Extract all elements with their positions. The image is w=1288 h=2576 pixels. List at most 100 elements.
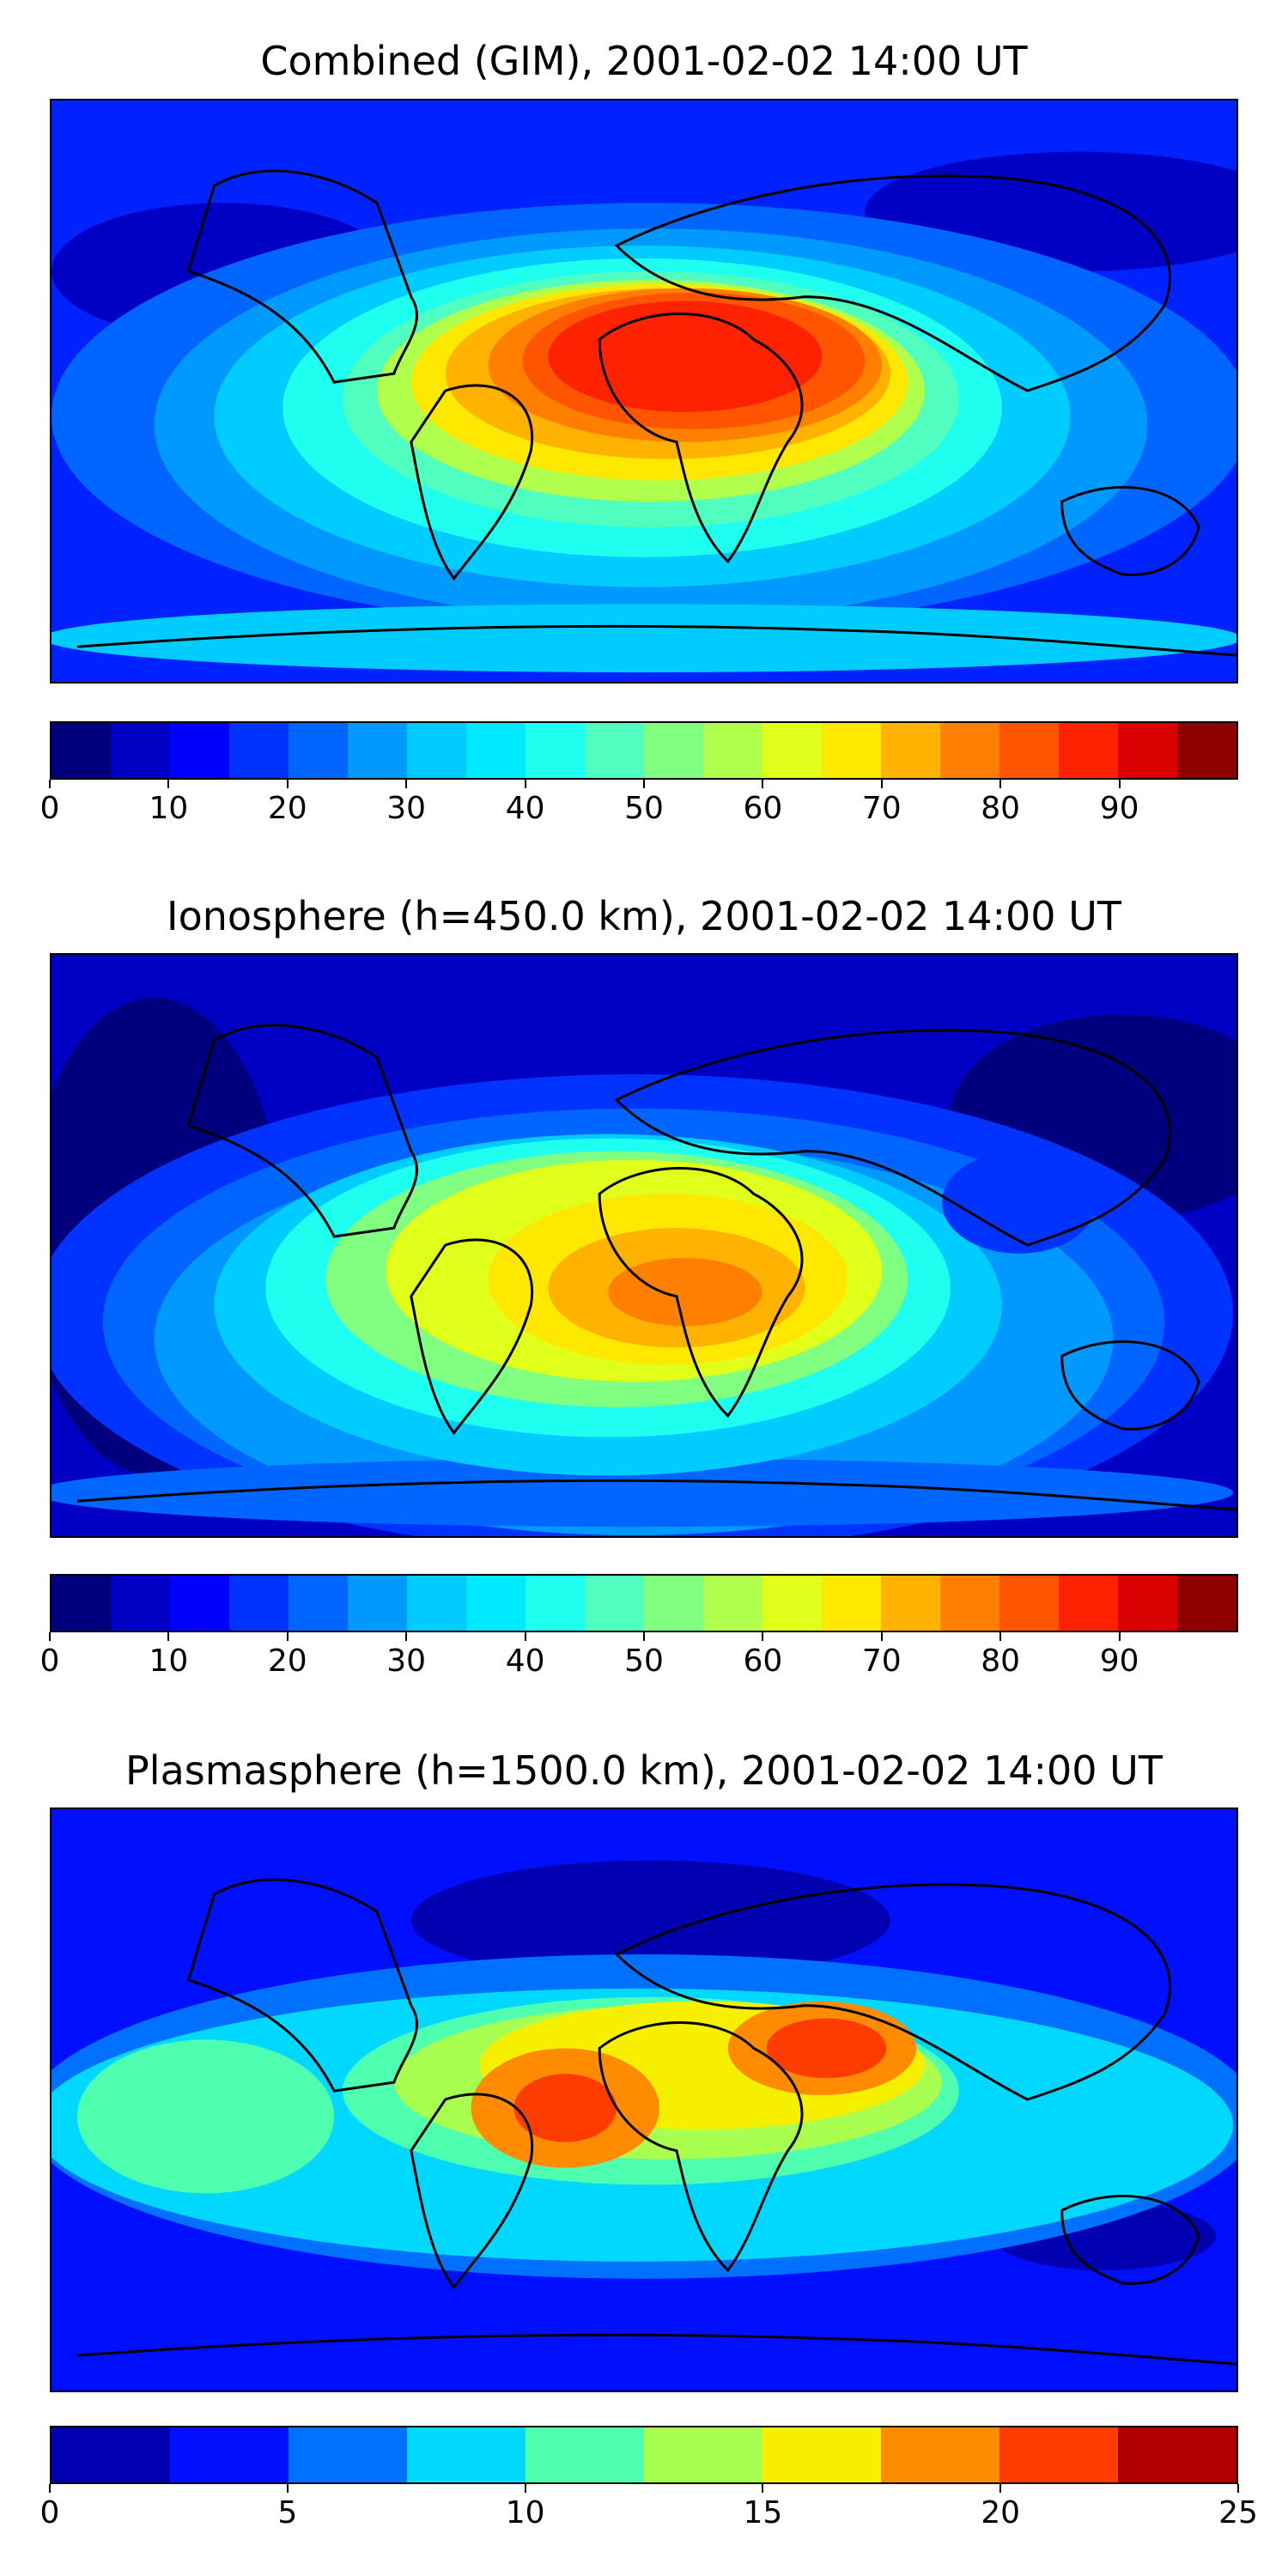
colorbar-tick-mark bbox=[762, 780, 764, 788]
colorbar-tick-mark bbox=[880, 780, 883, 788]
colorbar-tick-label: 30 bbox=[386, 1643, 427, 1679]
colorbar-swatch bbox=[644, 1576, 703, 1631]
panel-3-colorbar bbox=[50, 2426, 1238, 2484]
colorbar-tick-label: 0 bbox=[39, 2495, 60, 2530]
colorbar-swatch bbox=[348, 1576, 407, 1631]
colorbar-tick-mark bbox=[286, 1632, 289, 1641]
colorbar-tick-mark bbox=[999, 1632, 1002, 1641]
colorbar-tick-label: 0 bbox=[39, 791, 60, 826]
colorbar-swatch bbox=[111, 1576, 170, 1631]
colorbar-swatch bbox=[644, 723, 703, 778]
colorbar-swatch bbox=[881, 723, 940, 778]
panel-2-colorbar-ticks: 0 10 20 30 40 50 60 70 80 90 bbox=[40, 1632, 1238, 1684]
colorbar-tick-mark bbox=[762, 1632, 764, 1641]
colorbar-tick-label: 40 bbox=[505, 1643, 545, 1679]
colorbar-tick-mark bbox=[405, 1632, 408, 1641]
colorbar-swatch bbox=[1118, 2427, 1236, 2482]
colorbar-swatch bbox=[407, 2427, 526, 2482]
colorbar-swatch bbox=[229, 1576, 289, 1631]
panel-1-title: Combined (GIM), 2001-02-02 14:00 UT bbox=[260, 38, 1028, 84]
panel-3-title: Plasmasphere (h=1500.0 km), 2001-02-02 1… bbox=[125, 1747, 1163, 1794]
colorbar-swatch bbox=[407, 1576, 466, 1631]
colorbar-tick-label: 10 bbox=[149, 1643, 189, 1679]
colorbar-tick-mark bbox=[167, 780, 170, 788]
colorbar-tick-mark bbox=[762, 2484, 764, 2493]
colorbar-swatch bbox=[762, 723, 822, 778]
colorbar-tick-mark bbox=[524, 2484, 526, 2493]
colorbar-swatch bbox=[289, 723, 348, 778]
colorbar-swatch bbox=[940, 1576, 999, 1631]
colorbar-swatch bbox=[289, 2427, 407, 2482]
colorbar-swatch bbox=[1059, 1576, 1118, 1631]
colorbar-tick-label: 60 bbox=[743, 1643, 783, 1679]
colorbar-swatch bbox=[999, 1576, 1059, 1631]
colorbar-tick-label: 90 bbox=[1099, 1643, 1139, 1679]
colorbar-swatch bbox=[52, 723, 111, 778]
colorbar-swatch bbox=[52, 2427, 170, 2482]
colorbar-swatch bbox=[644, 2427, 762, 2482]
colorbar-tick-label: 10 bbox=[505, 2495, 545, 2530]
colorbar-swatch bbox=[940, 723, 999, 778]
panel-3-colorbar-ticks: 0 5 10 15 20 25 bbox=[40, 2484, 1258, 2536]
colorbar-tick-mark bbox=[524, 780, 526, 788]
colorbar-tick-mark bbox=[1118, 780, 1121, 788]
colorbar-tick-label: 25 bbox=[1218, 2495, 1258, 2530]
colorbar-tick-mark bbox=[1118, 1632, 1121, 1641]
panel-2-colorbar bbox=[50, 1574, 1238, 1632]
colorbar-swatch bbox=[762, 1576, 822, 1631]
panel-1-colorbar bbox=[50, 721, 1238, 780]
colorbar-swatch bbox=[289, 1576, 348, 1631]
colorbar-swatch bbox=[52, 1576, 111, 1631]
colorbar-swatch bbox=[466, 723, 526, 778]
colorbar-swatch bbox=[170, 1576, 229, 1631]
colorbar-tick-label: 30 bbox=[386, 791, 427, 826]
colorbar-swatch bbox=[1118, 723, 1177, 778]
panel-1-colorbar-ticks: 0 10 20 30 40 50 60 70 80 90 bbox=[40, 780, 1238, 831]
colorbar-tick-label: 70 bbox=[861, 791, 902, 826]
colorbar-tick-label: 80 bbox=[981, 1643, 1021, 1679]
colorbar-tick-label: 10 bbox=[149, 791, 189, 826]
colorbar-tick-mark bbox=[405, 780, 408, 788]
colorbar-tick-label: 80 bbox=[981, 791, 1021, 826]
colorbar-swatch bbox=[526, 1576, 585, 1631]
colorbar-tick-mark bbox=[1237, 2484, 1239, 2493]
colorbar-swatch bbox=[999, 2427, 1118, 2482]
colorbar-swatch bbox=[585, 1576, 644, 1631]
colorbar-swatch bbox=[822, 1576, 881, 1631]
colorbar-swatch bbox=[762, 2427, 881, 2482]
colorbar-tick-label: 50 bbox=[624, 791, 664, 826]
panel-1-map bbox=[50, 99, 1238, 683]
colorbar-tick-mark bbox=[999, 2484, 1002, 2493]
colorbar-swatch bbox=[881, 2427, 999, 2482]
colorbar-tick-label: 40 bbox=[505, 791, 545, 826]
panel-3-map bbox=[50, 1807, 1238, 2392]
colorbar-swatch bbox=[585, 723, 644, 778]
colorbar-tick-mark bbox=[999, 780, 1002, 788]
colorbar-swatch bbox=[1177, 1576, 1236, 1631]
colorbar-tick-label: 60 bbox=[743, 791, 783, 826]
colorbar-swatch bbox=[229, 723, 289, 778]
colorbar-tick-mark bbox=[643, 1632, 645, 1641]
colorbar-tick-mark bbox=[49, 1632, 51, 1641]
colorbar-tick-mark bbox=[49, 780, 51, 788]
colorbar-tick-mark bbox=[49, 2484, 51, 2493]
colorbar-swatch bbox=[881, 1576, 940, 1631]
colorbar-tick-label: 20 bbox=[267, 1643, 307, 1679]
colorbar-swatch bbox=[1177, 723, 1236, 778]
colorbar-tick-label: 70 bbox=[861, 1643, 902, 1679]
colorbar-swatch bbox=[348, 723, 407, 778]
colorbar-tick-mark bbox=[880, 1632, 883, 1641]
colorbar-tick-mark bbox=[643, 780, 645, 788]
colorbar-swatch bbox=[526, 2427, 644, 2482]
colorbar-tick-label: 0 bbox=[39, 1643, 60, 1679]
colorbar-swatch bbox=[999, 723, 1059, 778]
colorbar-tick-label: 50 bbox=[624, 1643, 664, 1679]
colorbar-tick-label: 5 bbox=[277, 2495, 298, 2530]
colorbar-tick-mark bbox=[167, 1632, 170, 1641]
colorbar-tick-mark bbox=[524, 1632, 526, 1641]
panel-2-map bbox=[50, 953, 1238, 1538]
colorbar-swatch bbox=[703, 1576, 762, 1631]
colorbar-swatch bbox=[822, 723, 881, 778]
colorbar-tick-mark bbox=[286, 780, 289, 788]
colorbar-swatch bbox=[170, 2427, 289, 2482]
